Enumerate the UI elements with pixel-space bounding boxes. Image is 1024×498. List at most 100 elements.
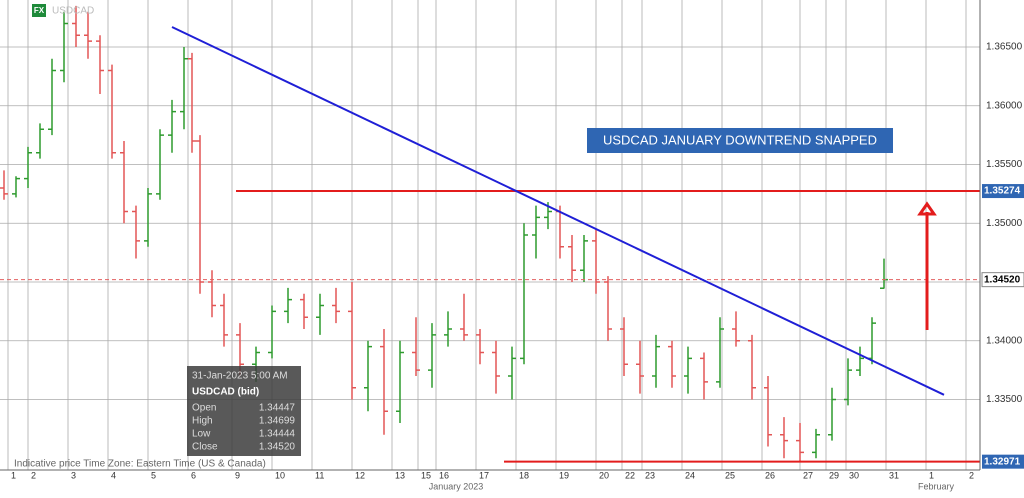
fx-badge: [32, 4, 46, 17]
x-tick-label: 26: [765, 470, 775, 480]
ohlc-bar: [120, 141, 128, 224]
x-tick-label: 19: [559, 470, 569, 480]
tooltip-value: 1.34447: [259, 403, 296, 414]
ohlc-bar: [300, 293, 308, 329]
ohlc-bar: [396, 340, 404, 423]
ohlc-bar: [532, 205, 540, 259]
ohlc-bar: [748, 334, 756, 400]
ohlc-bar: [72, 5, 80, 47]
ohlc-bar: [12, 176, 20, 198]
level-label-box: [982, 184, 1024, 199]
tooltip-box: [187, 366, 301, 456]
arrow: [917, 201, 937, 330]
ohlc-bar: [332, 287, 340, 324]
ohlc-bar: [796, 423, 804, 462]
ohlc-bar: [60, 11, 68, 83]
x-tick-label: 11: [315, 470, 324, 480]
tooltip-name: USDCAD (bid): [192, 387, 259, 398]
overlay: [0, 26, 980, 463]
tooltip-value: 1.34444: [259, 429, 296, 440]
x-tick-label: 18: [519, 470, 529, 480]
fx-badge-text: FX: [34, 6, 45, 15]
ohlc-bar: [284, 287, 292, 324]
y-tick-label: 1.34000: [986, 335, 1023, 346]
x-tick-label: 6: [191, 470, 196, 480]
ohlc-bar: [36, 123, 44, 159]
ohlc-bar: [188, 52, 196, 153]
ohlc-bar: [508, 346, 516, 400]
ohlc-bar: [132, 205, 140, 259]
x-tick-label: 30: [849, 470, 859, 480]
x-tick-label: 1: [11, 470, 16, 480]
x-tick-label: 10: [275, 470, 285, 480]
ohlc-bar: [444, 311, 452, 347]
annotation: USDCAD JANUARY DOWNTREND SNAPPED: [603, 132, 877, 147]
ohlc-bar: [364, 340, 372, 412]
ohlc-bar: [580, 235, 588, 282]
ohlc-bar: [460, 293, 468, 341]
tooltip-label: Low: [192, 429, 211, 440]
tooltip-label: Close: [192, 442, 218, 453]
ohlc-bar: [108, 64, 116, 159]
level-label: 1.35274: [984, 186, 1021, 197]
ohlc-bar: [348, 282, 356, 400]
x-tick-label: 31: [889, 470, 899, 480]
tooltip-value: 1.34520: [259, 442, 296, 453]
month-label: January 2023: [429, 481, 484, 491]
x-tick-label: 2: [31, 470, 36, 480]
ohlc-bar: [220, 293, 228, 347]
tooltip: 31-Jan-2023 5:00 AM USDCAD (bid) Open 1.3…: [187, 366, 301, 456]
ohlc-bar: [268, 305, 276, 359]
ohlc-bar: [196, 135, 204, 294]
ohlc-bar: [492, 340, 500, 394]
x-tick-label: 17: [479, 470, 489, 480]
ohlc-bar: [568, 235, 576, 282]
tooltip-value: 1.34699: [259, 416, 296, 427]
ohlc-bar: [844, 358, 852, 406]
level-label: 1.32971: [984, 456, 1021, 467]
y-tick-label: 1.35500: [986, 159, 1023, 170]
ohlc-bar: [700, 352, 708, 400]
tooltip-label: Open: [192, 403, 216, 414]
ohlc-bar: [476, 329, 484, 365]
tooltip-rows: Open 1.34447 High 1.34699 Low 1.34444 Close 1.3…: [192, 403, 295, 453]
ohlc-bar: [668, 340, 676, 388]
annotation-box: [587, 128, 893, 153]
ohlc-bar: [520, 223, 528, 365]
x-tick-label: 12: [355, 470, 365, 480]
ohlc-bar: [208, 270, 216, 318]
x-tick-label: 3: [71, 470, 76, 480]
ohlc-bar: [604, 276, 612, 341]
x-tick-label: 16: [439, 470, 449, 480]
x-tick-label: 13: [395, 470, 405, 480]
x-tick-label: 23: [645, 470, 655, 480]
tooltip-label: High: [192, 416, 213, 427]
ohlc-bar: [144, 188, 152, 247]
x-tick-label: 2: [969, 470, 974, 480]
ohlc-bar: [0, 170, 8, 200]
x-tick-label: 20: [599, 470, 609, 480]
x-tick-label: 9: [235, 470, 240, 480]
x-tick-label: 5: [151, 470, 156, 480]
ohlc-bar: [856, 346, 864, 376]
ohlc-bar: [620, 317, 628, 376]
ohlc-bar: [428, 323, 436, 388]
level-label: 1.34520: [984, 274, 1021, 285]
x-tick-label: 15: [421, 470, 431, 480]
x-tick-label: 29: [829, 470, 839, 480]
level-label-box: [981, 272, 1024, 288]
ohlc-bar: [380, 329, 388, 435]
ohlc-bar: [732, 311, 740, 347]
x-tick-label: 4: [111, 470, 116, 480]
ohlc-bar: [716, 317, 724, 388]
ohlc-bar: [780, 417, 788, 459]
ohlc-bar: [96, 35, 104, 94]
ohlc-bar: [24, 146, 32, 188]
ohlc-bar: [592, 229, 600, 294]
y-tick-label: 1.36500: [986, 42, 1023, 53]
trendline: [171, 26, 945, 396]
level-label-box: [982, 454, 1024, 469]
footer: Indicative price Time Zone: Eastern Time…: [14, 459, 266, 470]
